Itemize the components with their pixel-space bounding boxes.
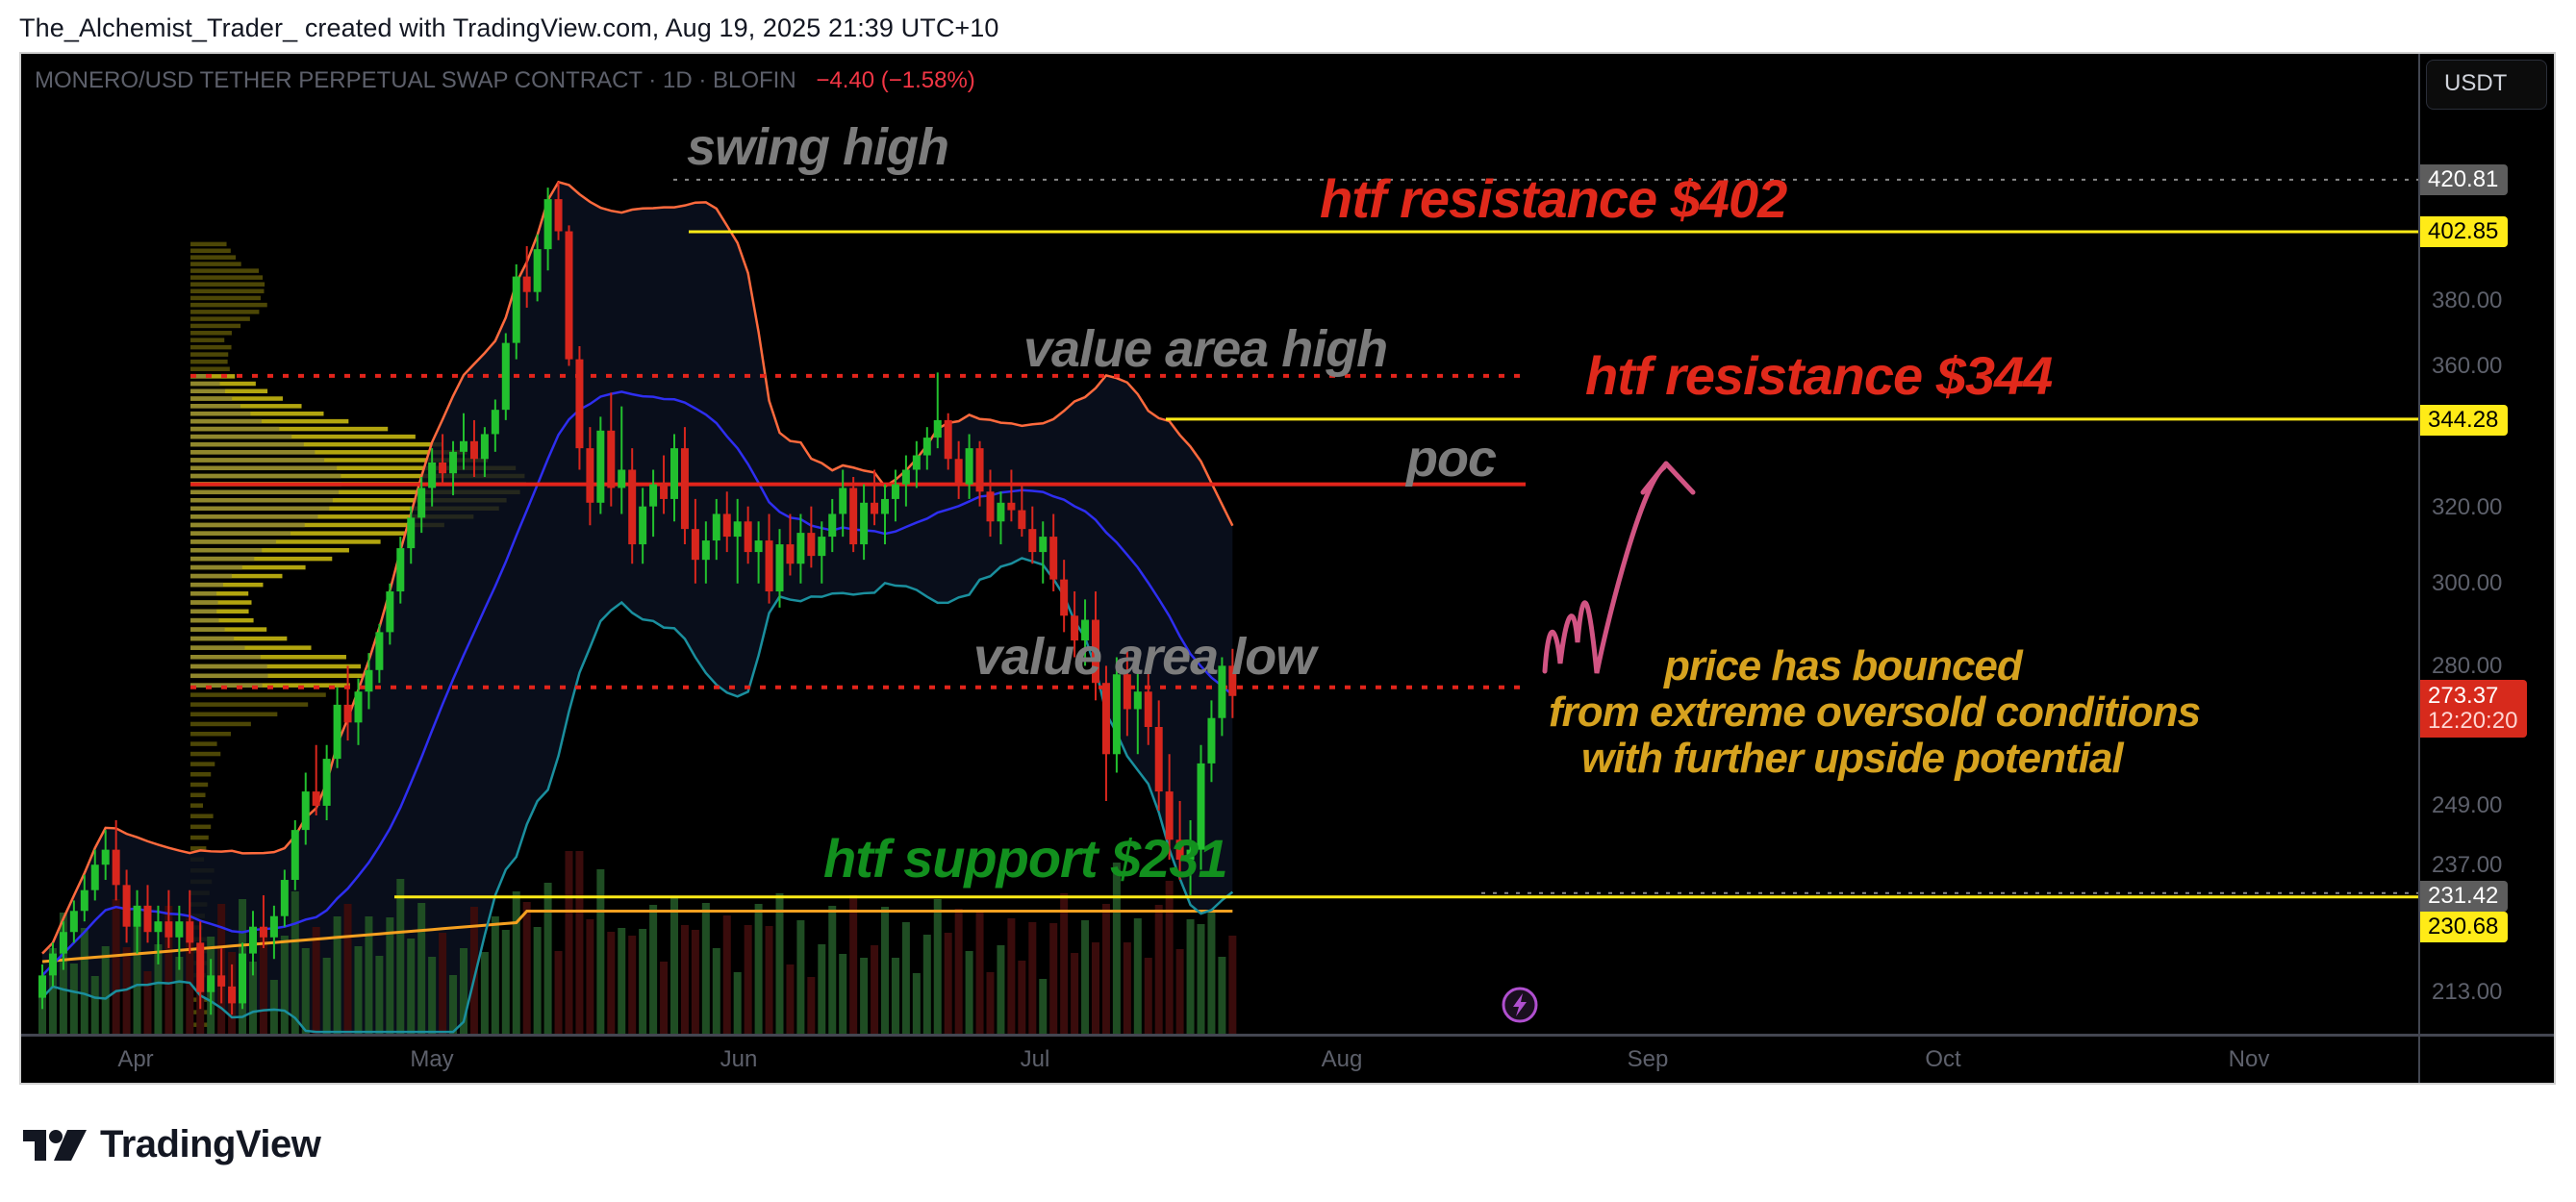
month-label: Sep bbox=[1627, 1046, 1669, 1072]
value-area-high-label: value area high bbox=[1023, 320, 1388, 378]
support-price-badge: 230.68 bbox=[2420, 912, 2509, 942]
swing-high-price-badge: 420.81 bbox=[2420, 164, 2509, 195]
htf-resistance-344-label: htf resistance $344 bbox=[1585, 345, 2053, 406]
month-label: Apr bbox=[117, 1046, 154, 1072]
resistance-402-price-badge: 402.85 bbox=[2420, 216, 2509, 247]
price-chart-canvas[interactable] bbox=[21, 54, 2418, 1034]
price-change: −4.40 (−1.58%) bbox=[816, 67, 975, 93]
resistance-344-price-badge: 344.28 bbox=[2420, 405, 2509, 436]
bar-countdown: 12:20:20 bbox=[2428, 708, 2518, 734]
month-label: Jun bbox=[720, 1046, 758, 1072]
last-price: 273.37 bbox=[2428, 683, 2499, 709]
month-label: Aug bbox=[1321, 1046, 1363, 1072]
bounce-note-line3: with further upside potential bbox=[1581, 735, 2124, 782]
month-label: Nov bbox=[2228, 1046, 2270, 1072]
poc-label: poc bbox=[1406, 430, 1497, 488]
tradingview-logo[interactable]: TradingView bbox=[21, 1123, 321, 1166]
chart-caption: The_Alchemist_Trader_ created with Tradi… bbox=[19, 13, 999, 42]
htf-support-label: htf support $231 bbox=[823, 828, 1228, 889]
month-label: Oct bbox=[1925, 1046, 1961, 1072]
month-label: Jul bbox=[1020, 1046, 1050, 1072]
symbol-legend: MONERO/USD TETHER PERPETUAL SWAP CONTRAC… bbox=[35, 67, 975, 94]
tradingview-mark-icon bbox=[23, 1129, 87, 1161]
bounce-note-line1: price has bounced bbox=[1664, 642, 2023, 689]
price-tick: 360.00 bbox=[2432, 353, 2503, 379]
price-tick: 249.00 bbox=[2432, 792, 2503, 818]
bounce-note-line2: from extreme oversold conditions bbox=[1549, 689, 2201, 736]
last-price-badge: 273.37 12:20:20 bbox=[2420, 680, 2528, 738]
month-label: May bbox=[410, 1046, 454, 1072]
price-axis-border bbox=[2418, 54, 2420, 1083]
price-tick: 237.00 bbox=[2432, 852, 2503, 878]
price-tick: 213.00 bbox=[2432, 979, 2503, 1005]
price-tick: 320.00 bbox=[2432, 494, 2503, 520]
lightning-icon[interactable] bbox=[1501, 986, 1539, 1024]
symbol-description: MONERO/USD TETHER PERPETUAL SWAP CONTRAC… bbox=[35, 67, 796, 93]
recent-low-price-badge: 231.42 bbox=[2420, 881, 2509, 912]
htf-resistance-402-label: htf resistance $402 bbox=[1320, 168, 1787, 229]
price-tick: 280.00 bbox=[2432, 653, 2503, 679]
time-axis-border bbox=[21, 1034, 2554, 1037]
tradingview-wordmark: TradingView bbox=[100, 1123, 321, 1165]
price-tick: 300.00 bbox=[2432, 570, 2503, 596]
price-tick: 380.00 bbox=[2432, 288, 2503, 313]
swing-high-label: swing high bbox=[687, 118, 949, 176]
currency-button[interactable]: USDT bbox=[2426, 60, 2547, 110]
value-area-low-label: value area low bbox=[973, 628, 1316, 686]
